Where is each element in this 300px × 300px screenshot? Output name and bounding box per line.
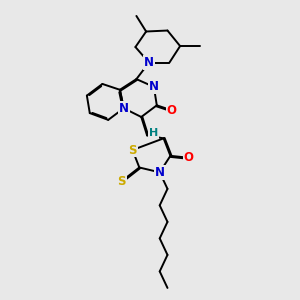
Text: N: N [119,102,129,115]
Text: S: S [128,143,137,157]
Text: N: N [144,56,154,69]
Text: H: H [149,128,158,139]
Text: O: O [167,104,176,117]
Text: N: N [149,80,159,93]
Text: S: S [118,175,126,188]
Text: O: O [184,151,194,164]
Text: N: N [119,102,129,115]
Text: N: N [155,166,165,179]
